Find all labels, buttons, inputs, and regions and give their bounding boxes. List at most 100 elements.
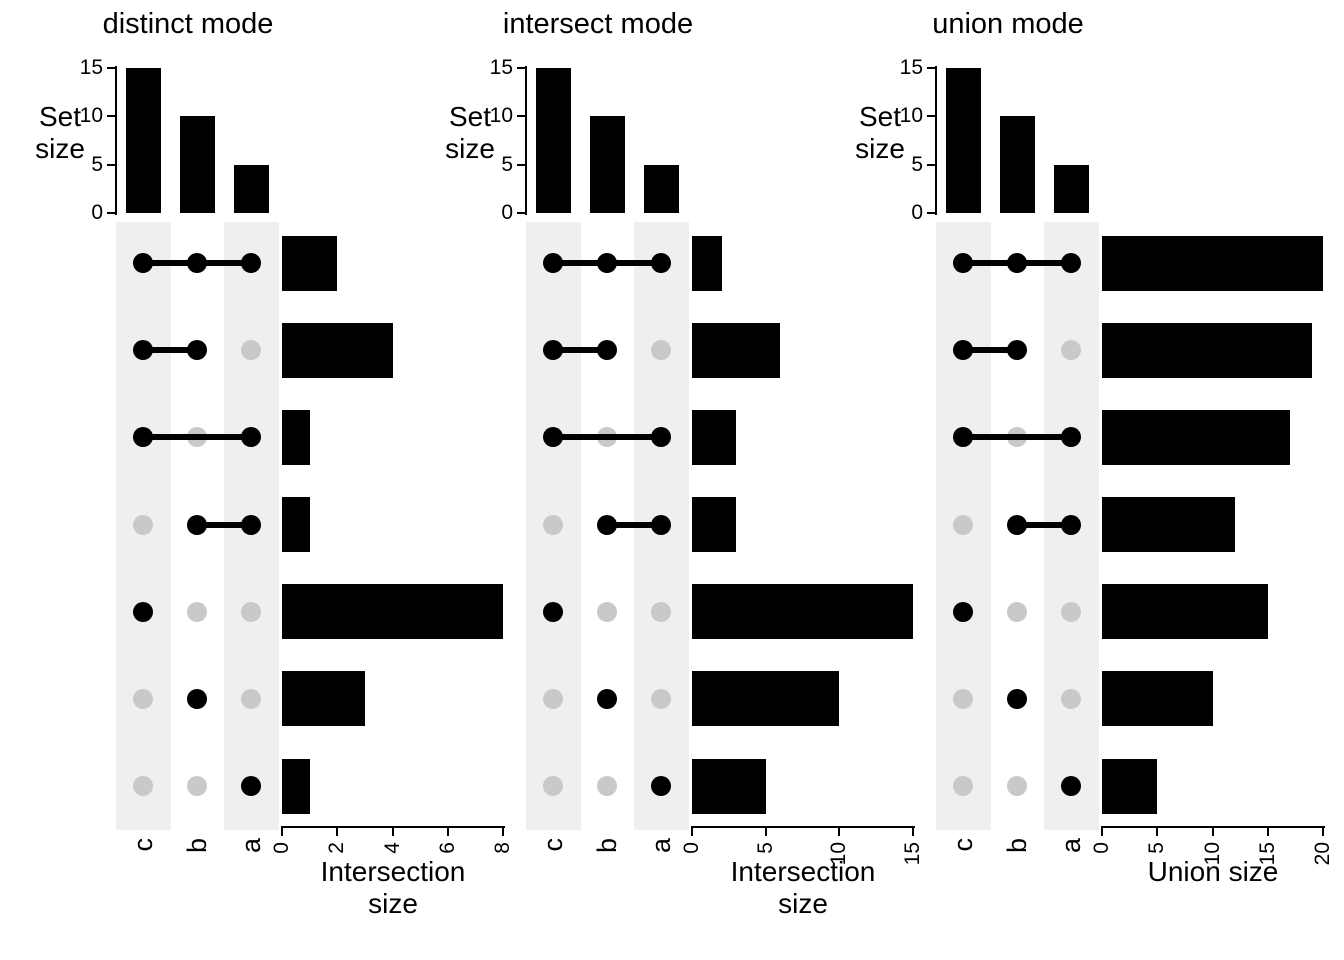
set-column-label: b xyxy=(1002,838,1032,854)
combination-connector-line xyxy=(143,434,251,441)
set-size-axis-line xyxy=(525,66,527,215)
matrix-dot-inactive xyxy=(1007,601,1027,622)
combination-size-bar xyxy=(692,235,722,291)
size-axis-tick-label: 20 xyxy=(1311,842,1334,866)
combination-size-bar xyxy=(692,497,737,552)
set-size-axis-tick xyxy=(107,67,115,69)
matrix-dot-inactive xyxy=(597,601,617,622)
combination-connector-line xyxy=(143,260,251,266)
size-axis-tick xyxy=(912,828,914,836)
size-axis-line xyxy=(1101,826,1325,828)
matrix-dot-inactive xyxy=(133,688,153,709)
matrix-dot-inactive xyxy=(187,776,207,796)
matrix-dot-inactive xyxy=(133,514,153,535)
set-size-tick-label: 0 xyxy=(911,201,923,224)
matrix-dot-inactive xyxy=(651,688,671,709)
set-size-tick-label: 5 xyxy=(501,152,513,176)
matrix-dot-inactive xyxy=(1061,340,1081,361)
size-axis-tick xyxy=(1266,828,1269,836)
size-axis-tick xyxy=(391,828,394,836)
matrix-dot-inactive xyxy=(543,514,563,535)
size-axis-tick xyxy=(691,828,693,836)
set-size-axis-label: Set size xyxy=(855,101,905,164)
combination-size-bar xyxy=(692,671,840,727)
combination-size-bar xyxy=(282,409,310,465)
combination-connector-line xyxy=(607,521,661,528)
combination-size-bar xyxy=(692,758,766,814)
size-axis-title: Intersection size xyxy=(320,856,466,919)
matrix-dot-inactive xyxy=(543,776,563,796)
set-size-tick-label: 0 xyxy=(91,201,103,224)
set-size-tick-label: 10 xyxy=(79,104,103,128)
matrix-dot-inactive xyxy=(1007,776,1027,796)
set-size-tick-label: 15 xyxy=(899,56,923,79)
matrix-dot-inactive xyxy=(133,776,153,796)
set-size-axis-tick xyxy=(107,115,115,118)
matrix-dot-inactive xyxy=(1061,601,1081,622)
combination-size-bar xyxy=(282,322,393,378)
matrix-dot-active xyxy=(1061,776,1081,796)
set-size-tick-label: 10 xyxy=(899,104,923,128)
size-axis-tick-label: 5 xyxy=(1145,842,1169,854)
set-size-bar xyxy=(1053,164,1089,213)
set-size-bar xyxy=(233,164,269,213)
size-axis-tick-label: 10 xyxy=(1200,842,1224,866)
matrix-dot-inactive xyxy=(953,688,973,709)
set-size-tick-label: 5 xyxy=(911,152,923,176)
size-axis-tick xyxy=(1211,828,1214,836)
size-axis-line xyxy=(281,826,505,828)
matrix-dot-active xyxy=(651,776,671,796)
set-size-tick-label: 5 xyxy=(91,152,103,176)
combination-size-bar xyxy=(692,409,737,465)
size-axis-tick xyxy=(1322,828,1324,836)
matrix-dot-active xyxy=(597,340,617,361)
matrix-dot-active xyxy=(241,427,261,448)
set-size-axis-tick xyxy=(927,163,935,166)
combination-size-bar xyxy=(1102,409,1290,465)
combination-size-bar xyxy=(1102,758,1158,814)
set-column-label: c xyxy=(948,838,978,852)
size-axis-tick-label: 15 xyxy=(1255,842,1279,866)
panel-title: distinct mode xyxy=(102,8,274,40)
set-size-axis-label: Set size xyxy=(445,101,495,164)
combination-size-bar xyxy=(282,671,365,727)
matrix-dot-inactive xyxy=(953,514,973,535)
matrix-dot-inactive xyxy=(543,688,563,709)
matrix-dot-inactive xyxy=(597,776,617,796)
matrix-dot-active xyxy=(133,601,153,622)
matrix-dot-active xyxy=(651,514,671,535)
size-axis-line xyxy=(691,826,915,828)
set-size-axis-line xyxy=(115,66,117,215)
set-size-bar xyxy=(535,68,571,213)
set-size-axis-tick xyxy=(517,163,525,166)
combination-connector-line xyxy=(197,521,251,528)
combination-connector-line xyxy=(553,260,661,266)
set-size-axis-tick xyxy=(517,115,525,118)
size-axis-tick xyxy=(1101,828,1103,836)
combination-connector-line xyxy=(553,434,661,441)
panel-title: union mode xyxy=(932,8,1084,40)
matrix-dot-active xyxy=(241,514,261,535)
combination-connector-line xyxy=(143,347,197,354)
matrix-dot-inactive xyxy=(1061,688,1081,709)
matrix-dot-active xyxy=(1061,514,1081,535)
matrix-dot-inactive xyxy=(241,601,261,622)
combination-connector-line xyxy=(963,434,1071,441)
matrix-dot-active xyxy=(1061,253,1081,273)
set-size-tick-label: 15 xyxy=(79,56,103,79)
set-size-axis-tick xyxy=(927,212,935,214)
set-size-axis-tick xyxy=(517,67,525,69)
matrix-dot-active xyxy=(187,688,207,709)
matrix-dot-active xyxy=(543,601,563,622)
size-axis-tick xyxy=(1156,828,1159,836)
size-axis-tick-label: 0 xyxy=(1090,842,1113,854)
matrix-dot-active xyxy=(597,688,617,709)
matrix-dot-inactive xyxy=(187,601,207,622)
size-axis-tick xyxy=(838,828,841,836)
matrix-dot-inactive xyxy=(953,776,973,796)
combination-size-bar xyxy=(1102,497,1235,552)
